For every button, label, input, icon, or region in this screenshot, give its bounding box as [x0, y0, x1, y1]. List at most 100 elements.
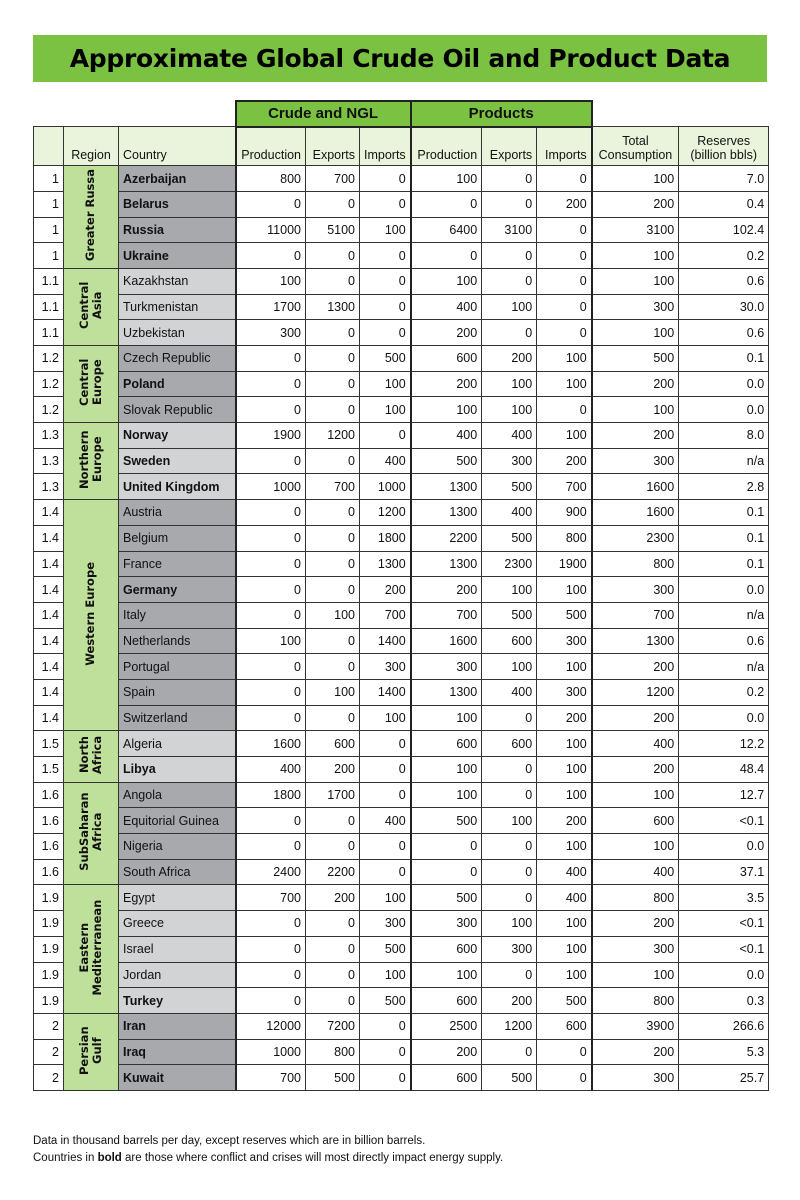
value-cell: 800 [234, 165, 306, 192]
column-header: Total Consumption [591, 126, 680, 167]
value-cell: 200 [591, 1038, 680, 1066]
value-cell: 2500 [409, 1012, 483, 1040]
value-cell: 200 [591, 653, 680, 680]
country-name: South Africa [118, 858, 236, 886]
value-cell: 1300 [409, 499, 483, 526]
value-cell: 0 [305, 190, 360, 218]
value-cell: 3900 [591, 1012, 680, 1040]
value-cell: 100 [481, 370, 538, 398]
region-name: Northern Europe [76, 430, 104, 489]
value-cell: 400 [591, 858, 680, 886]
value-cell: 300 [409, 653, 483, 680]
value-cell: 1000 [234, 1038, 306, 1066]
country-name: Belgium [118, 524, 236, 552]
value-cell: 500 [358, 987, 412, 1014]
country-name: Spain [118, 678, 236, 706]
table-row: 1.4 France 0 0 1300 1300 2300 1900 800 0.1 [33, 550, 770, 578]
value-cell: 200 [305, 884, 360, 912]
value-cell: 0 [358, 1012, 412, 1040]
table-row: 1.5 Libya 400 200 0 100 0 100 200 48.4 [33, 756, 770, 783]
value-cell: 0 [358, 1038, 412, 1066]
value-cell: 0 [305, 935, 360, 963]
country-name: Austria [118, 499, 236, 526]
value-cell: 0 [536, 242, 593, 269]
value-cell: 100 [409, 267, 483, 295]
value-cell: 0 [234, 807, 306, 835]
value-cell: 300 [358, 653, 412, 680]
value-cell: 2200 [409, 524, 483, 552]
value-cell: 1800 [234, 781, 306, 809]
table-row: 1.1 Central Asia Kazakhstan 100 0 0 100 0 0 100 0.… [33, 267, 770, 347]
table-row: 1.6 South Africa 2400 2200 0 0 0 400 400 37.1 [33, 858, 770, 886]
value-cell: 700 [234, 1064, 306, 1091]
value-cell: n/a [678, 653, 770, 680]
row-index: 1.5 [33, 730, 64, 757]
table-row: 1.4 Netherlands 100 0 1400 1600 600 300 1300 0.6 [33, 627, 770, 655]
value-cell: 0 [305, 499, 360, 526]
row-index: 1 [33, 165, 64, 192]
value-cell: 200 [591, 422, 680, 449]
value-cell: 2200 [305, 858, 360, 886]
value-cell: 100 [409, 781, 483, 809]
value-cell: 1900 [234, 422, 306, 449]
value-cell: 100 [536, 345, 593, 372]
value-cell: 500 [536, 987, 593, 1014]
value-cell: 200 [409, 576, 483, 603]
value-cell: 600 [409, 345, 483, 372]
value-cell: 500 [591, 345, 680, 372]
value-cell: 800 [305, 1038, 360, 1066]
table-row: 1.3 United Kingdom 1000 700 1000 1300 500 700 16… [33, 473, 770, 501]
value-cell: 100 [536, 370, 593, 398]
value-cell: 100 [536, 833, 593, 860]
region-label: Greater Russa [63, 165, 119, 269]
value-cell: 700 [591, 601, 680, 629]
value-cell: 1300 [409, 473, 483, 501]
value-cell: 1200 [591, 678, 680, 706]
value-cell: 0 [234, 601, 306, 629]
value-cell: 0 [305, 550, 360, 578]
value-cell: 300 [591, 293, 680, 321]
value-cell: 0.6 [678, 319, 770, 346]
row-index: 1.4 [33, 704, 64, 732]
value-cell: 300 [536, 678, 593, 706]
value-cell: 0 [234, 987, 306, 1014]
value-cell: <0.1 [678, 807, 770, 835]
value-cell: 400 [591, 730, 680, 757]
row-index: 1.4 [33, 576, 64, 603]
row-index: 1.4 [33, 601, 64, 629]
value-cell: 200 [591, 370, 680, 398]
table-row: 1.5 North Africa Algeria 1600 600 0 600 600 100 4… [33, 730, 770, 783]
value-cell: 2300 [481, 550, 538, 578]
table-row: 1.2 Poland 0 0 100 200 100 100 200 0.0 [33, 370, 770, 398]
value-cell: 0 [305, 627, 360, 655]
country-name: France [118, 550, 236, 578]
value-cell: 0 [481, 756, 538, 783]
region-label: Central Asia [63, 267, 119, 347]
value-cell: 100 [536, 910, 593, 937]
page-title: Approximate Global Crude Oil and Product… [33, 35, 767, 82]
value-cell: 700 [358, 601, 412, 629]
value-cell: 0 [305, 447, 360, 475]
value-cell: 400 [409, 422, 483, 449]
oil-data-table: Crude and NGL Products Region Country Prod… [33, 100, 770, 1091]
value-cell: 0 [234, 653, 306, 680]
value-cell: 0 [481, 319, 538, 346]
value-cell: 0 [481, 242, 538, 269]
row-index: 1.3 [33, 422, 64, 449]
country-name: Libya [118, 756, 236, 783]
value-cell: 102.4 [678, 216, 770, 244]
value-cell: 100 [536, 961, 593, 989]
table-row: 1.4 Germany 0 0 200 200 100 100 300 0.0 [33, 576, 770, 603]
row-index: 1.6 [33, 858, 64, 886]
column-header: Exports [481, 126, 538, 167]
value-cell: 5.3 [678, 1038, 770, 1066]
row-index: 1.3 [33, 447, 64, 475]
value-cell: 400 [536, 858, 593, 886]
value-cell: 100 [358, 216, 412, 244]
country-name: Poland [118, 370, 236, 398]
footnote-units: Data in thousand barrels per day, except… [33, 1135, 426, 1147]
value-cell: 1600 [234, 730, 306, 757]
region-label: Western Europe [63, 499, 119, 732]
value-cell: 0 [234, 910, 306, 937]
value-cell: 0 [358, 293, 412, 321]
